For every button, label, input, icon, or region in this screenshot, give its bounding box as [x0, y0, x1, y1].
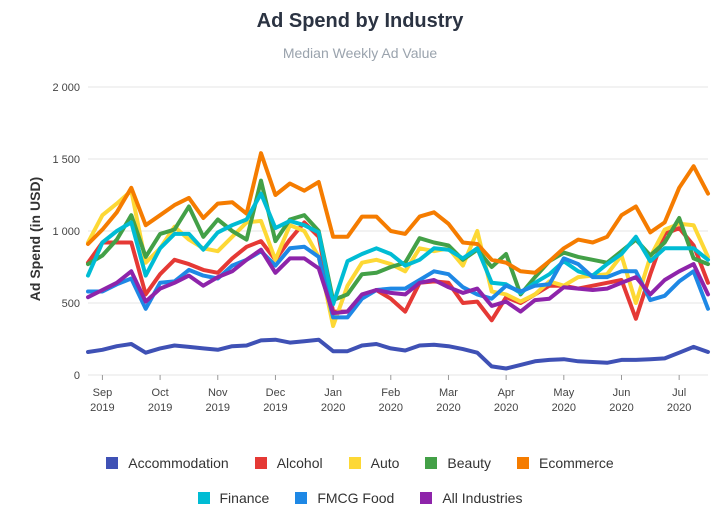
- x-tick-month: Sep: [93, 387, 113, 399]
- series-line-all-industries: [86, 247, 710, 316]
- legend-swatch: [348, 457, 361, 469]
- x-tick-year: 2020: [552, 402, 576, 414]
- y-tick-label: 2 000: [52, 82, 80, 94]
- legend-swatch: [517, 457, 530, 469]
- y-tick-label: 0: [74, 370, 80, 382]
- x-tick-year: 2020: [609, 402, 633, 414]
- y-tick-label: 1 000: [52, 226, 80, 238]
- legend-label: Ecommerce: [539, 455, 614, 471]
- legend-item-finance[interactable]: Finance: [197, 490, 270, 506]
- legend-item-fmcg-food[interactable]: FMCG Food: [295, 490, 394, 506]
- legend-item-accommodation[interactable]: Accommodation: [106, 455, 229, 471]
- legend-label: All Industries: [442, 490, 523, 506]
- x-tick-month: Dec: [266, 387, 286, 399]
- y-tick-label: 1 500: [52, 154, 80, 166]
- legend-swatch: [254, 457, 267, 469]
- x-tick-month: Jan: [324, 387, 342, 399]
- legend-item-alcohol[interactable]: Alcohol: [254, 455, 323, 471]
- series-line-alcohol: [86, 220, 710, 323]
- x-tick-month: Jul: [672, 387, 686, 399]
- legend-label: Beauty: [447, 455, 492, 471]
- series-line-accommodation: [86, 337, 710, 371]
- series-layer: [86, 151, 710, 371]
- x-tick-month: Apr: [498, 387, 515, 399]
- x-tick-year: 2019: [90, 402, 114, 414]
- x-tick-year: 2020: [321, 402, 345, 414]
- legend-item-ecommerce[interactable]: Ecommerce: [517, 455, 614, 471]
- x-tick-month: Nov: [208, 387, 228, 399]
- legend-label: Auto: [370, 455, 400, 471]
- y-tick-label: 500: [62, 298, 80, 310]
- x-tick-year: 2020: [379, 402, 403, 414]
- legend-label: Accommodation: [128, 455, 229, 471]
- series-line-auto: [86, 188, 710, 328]
- legend-label: Finance: [219, 490, 270, 506]
- legend-label: Alcohol: [276, 455, 323, 471]
- axis-layer: 0 500 1 000 1 500 2 000 Sep 2019 Oct 2019 Nov 2019…: [52, 82, 691, 414]
- legend-item-beauty[interactable]: Beauty: [425, 455, 491, 471]
- legend-item-all-industries[interactable]: All Industries: [420, 490, 522, 506]
- legend-label: FMCG Food: [317, 490, 395, 506]
- legend-row-1: Accommodation Alcohol Auto Beauty Ecommerce: [0, 455, 720, 471]
- x-tick-month: Feb: [381, 387, 400, 399]
- legend-row-2: Finance FMCG Food All Industries: [0, 490, 720, 506]
- legend-swatch: [425, 457, 438, 469]
- x-tick-year: 2019: [206, 402, 230, 414]
- chart-subtitle: Median Weekly Ad Value: [282, 45, 438, 61]
- series-line-beauty: [86, 178, 710, 303]
- x-tick-year: 2019: [148, 402, 172, 414]
- x-tick-month: Mar: [439, 387, 458, 399]
- x-tick-month: Jun: [613, 387, 631, 399]
- series-line-finance: [86, 191, 710, 307]
- legend-swatch: [295, 492, 308, 504]
- legend-item-auto[interactable]: Auto: [348, 455, 400, 471]
- legend-swatch: [420, 492, 433, 504]
- y-axis-label: Ad Spend (in USD): [27, 177, 43, 301]
- x-tick-month: May: [553, 387, 574, 399]
- series-line-ecommerce: [86, 151, 710, 275]
- x-tick-month: Oct: [152, 387, 169, 399]
- series-line-fmcg-food: [86, 244, 710, 320]
- x-tick-year: 2020: [494, 402, 518, 414]
- x-tick-year: 2020: [436, 402, 460, 414]
- x-tick-year: 2019: [263, 402, 287, 414]
- legend-swatch: [106, 457, 119, 469]
- legend-swatch: [197, 492, 210, 504]
- x-tick-year: 2020: [667, 402, 691, 414]
- line-chart: 0 500 1 000 1 500 2 000 Sep 2019 Oct 2019 Nov 2019…: [27, 82, 710, 414]
- chart-title: Ad Spend by Industry: [256, 10, 464, 32]
